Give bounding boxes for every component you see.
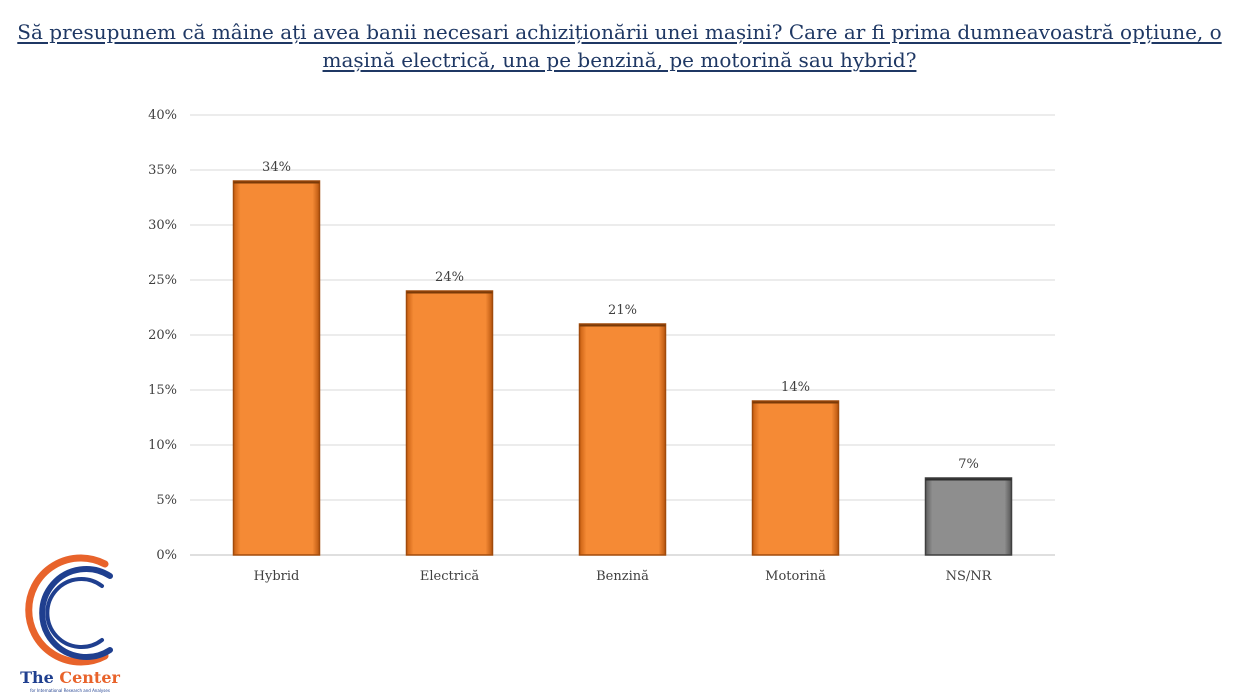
bar-value-label: 34% [262,160,291,175]
bar-electrică [405,290,494,556]
y-tick-label: 30% [148,218,177,233]
logo-text: The Center [20,668,120,687]
bar-motorină [751,400,840,556]
x-category-label: Hybrid [254,569,300,584]
bars [232,180,1013,556]
y-tick-label: 35% [148,163,177,178]
x-category-label: Motorină [765,569,826,584]
y-tick-label: 0% [156,548,177,563]
y-tick-label: 40% [148,108,177,123]
bar-value-label: 21% [608,303,637,318]
logo-subtitle: for International Research and Analyses [30,688,110,693]
y-axis: 0% 5% 10% 15% 20% 25% 30% 35% 40% [148,108,177,563]
bar-value-label: 7% [958,457,979,472]
bar-value-label: 14% [781,380,810,395]
y-tick-label: 10% [148,438,177,453]
y-tick-label: 25% [148,273,177,288]
x-category-label: NS/NR [946,569,993,584]
x-axis: Hybrid Electrică Benzină Motorină NS/NR [254,569,993,584]
x-category-label: Benzină [596,569,649,584]
y-tick-label: 5% [156,493,177,508]
bar-ns-nr [924,477,1013,556]
chart-title: Să presupunem că mâine ați avea banii ne… [17,20,1222,72]
x-category-label: Electrică [420,569,479,584]
bar-benzină [578,323,667,556]
y-tick-label: 15% [148,383,177,398]
bar-value-label: 24% [435,270,464,285]
the-center-logo [25,554,113,666]
logo-orange-arc-icon [25,554,109,666]
data-labels: 34% 24% 21% 14% 7% [262,160,979,472]
logo-blue-arc-icon [39,566,113,660]
logo-inner-arc-icon [45,577,104,649]
y-tick-label: 20% [148,328,177,343]
bar-hybrid [232,180,321,556]
